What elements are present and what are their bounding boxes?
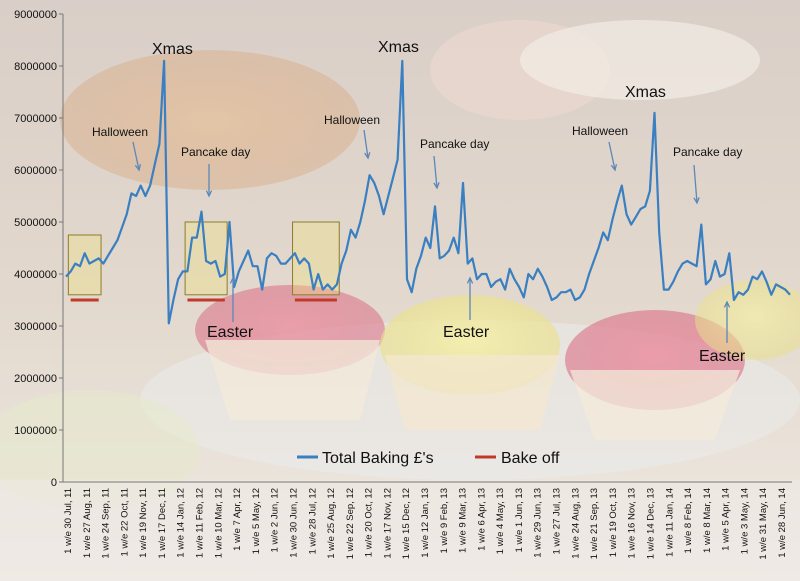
- annotation-arrowhead: [433, 182, 440, 190]
- x-tick-label: 1 w/e 24 Aug, 13: [570, 488, 581, 559]
- x-tick-label: 1 w/e 30 Jul, 11: [63, 488, 74, 554]
- x-tick-label: 1 w/e 30 Jun, 12: [288, 488, 299, 558]
- annotation-arrowhead: [205, 190, 213, 198]
- x-axis: 1 w/e 30 Jul, 11 1 w/e 27 Aug, 11 1 w/e 24…: [63, 481, 792, 560]
- legend-label-bake-off: Bake off: [501, 450, 560, 467]
- annotation-label: Easter: [699, 348, 746, 365]
- x-tick-label: 1 w/e 4 May, 13: [495, 488, 506, 554]
- x-tick-label: 1 w/e 17 Dec, 11: [157, 488, 168, 559]
- y-tick-label: 7000000: [14, 113, 57, 125]
- annotation-arrowhead: [723, 300, 731, 308]
- x-tick-label: 1 w/e 11 Jan, 14: [664, 488, 675, 557]
- y-tick-label: 4000000: [14, 269, 57, 281]
- x-tick-label: 1 w/e 14 Dec, 13: [645, 488, 656, 559]
- legend: Total Baking £'s Bake off: [297, 450, 560, 467]
- annotation-label: Pancake day: [420, 137, 489, 151]
- annotation-arrowhead: [364, 152, 371, 160]
- x-tick-label: 1 w/e 29 Jun, 13: [533, 488, 544, 558]
- annotation-label: Halloween: [572, 124, 628, 138]
- x-tick-label: 1 w/e 16 Nov, 13: [627, 488, 638, 559]
- x-tick-label: 1 w/e 12 Jan, 13: [420, 488, 431, 558]
- x-tick-label: 1 w/e 5 May, 12: [251, 488, 262, 554]
- highlight-boxes: [67, 221, 340, 296]
- annotation-arrowhead: [134, 164, 142, 172]
- y-tick-label: 3000000: [14, 321, 57, 333]
- x-tick-label: 1 w/e 17 Nov, 12: [382, 488, 393, 559]
- y-tick-label: 2000000: [14, 373, 57, 385]
- total-baking-line: [65, 59, 791, 325]
- x-tick-label: 1 w/e 27 Aug, 11: [82, 488, 93, 558]
- y-tick-label: 5000000: [14, 217, 57, 229]
- annotations: Xmas Halloween Pancake day Easter Xmas Hallow…: [92, 39, 746, 365]
- x-tick-label: 1 w/e 10 Mar, 12: [213, 488, 224, 558]
- annotation-arrow: [608, 141, 616, 171]
- x-tick-label: 1 w/e 20 Oct, 12: [364, 488, 375, 557]
- x-tick-label: 1 w/e 24 Sep, 11: [101, 488, 112, 559]
- annotation-arrowhead: [229, 276, 237, 284]
- annotation-arrow: [363, 129, 369, 159]
- annotation-arrowhead: [466, 276, 474, 284]
- legend-label-total-baking: Total Baking £'s: [322, 450, 434, 467]
- x-tick-label: 1 w/e 19 Oct, 13: [608, 488, 619, 557]
- annotation-label: Xmas: [378, 39, 419, 56]
- x-tick-label: 1 w/e 11 Feb, 12: [195, 488, 206, 558]
- annotation-label: Xmas: [625, 84, 666, 101]
- x-tick-label: 1 w/e 25 Aug, 12: [326, 488, 337, 559]
- y-tick-label: 0: [51, 477, 57, 489]
- annotation-label: Halloween: [92, 125, 148, 139]
- x-tick-label: 1 w/e 2 Jun, 12: [270, 488, 281, 552]
- x-tick-label: 1 w/e 14 Jan, 12: [176, 488, 187, 558]
- x-tick-label: 1 w/e 1 Jun, 13: [514, 488, 525, 552]
- y-tick-label: 8000000: [14, 61, 57, 73]
- x-tick-label: 1 w/e 9 Mar, 13: [458, 488, 469, 553]
- x-tick-label: 1 w/e 6 Apr, 13: [476, 488, 487, 551]
- annotation-arrowhead: [610, 164, 618, 172]
- annotation-arrow: [132, 141, 140, 171]
- x-tick-label: 1 w/e 3 May, 14: [739, 488, 750, 554]
- annotation-label: Easter: [207, 324, 254, 341]
- y-tick-label: 9000000: [14, 9, 57, 21]
- x-tick-label: 1 w/e 19 Nov, 11: [138, 488, 149, 558]
- total-baking-series: [65, 59, 791, 325]
- y-axis: 0 1000000 2000000 3000000 4000000 5000000 6000…: [14, 9, 64, 489]
- annotation-label: Pancake day: [181, 145, 250, 159]
- x-tick-label: 1 w/e 22 Oct, 11: [119, 488, 130, 556]
- annotation-arrow: [433, 155, 438, 189]
- x-tick-label: 1 w/e 31 May, 14: [758, 488, 769, 560]
- annotation-arrow: [693, 164, 698, 204]
- x-tick-label: 1 w/e 9 Feb, 13: [439, 488, 450, 553]
- x-tick-label: 1 w/e 15 Dec, 12: [401, 488, 412, 559]
- x-tick-label: 1 w/e 21 Sep, 13: [589, 488, 600, 559]
- x-tick-label: 1 w/e 28 Jun, 14: [777, 488, 788, 558]
- x-tick-label: 1 w/e 28 Jul, 12: [307, 488, 318, 555]
- x-tick-label: 1 w/e 8 Feb, 14: [683, 488, 694, 553]
- highlight-box: [67, 234, 102, 296]
- annotation-label: Pancake day: [673, 145, 742, 159]
- annotation-label: Halloween: [324, 113, 380, 127]
- y-tick-label: 6000000: [14, 165, 57, 177]
- annotation-arrowhead: [693, 197, 700, 205]
- y-tick-label: 1000000: [14, 425, 57, 437]
- x-tick-label: 1 w/e 5 Apr, 14: [721, 488, 732, 551]
- x-tick-label: 1 w/e 27 Jul, 13: [552, 488, 563, 555]
- annotation-label: Easter: [443, 324, 490, 341]
- x-tick-label: 1 w/e 22 Sep, 12: [345, 488, 356, 559]
- x-tick-label: 1 w/e 8 Mar, 14: [702, 488, 713, 553]
- x-tick-label: 1 w/e 7 Apr, 12: [232, 488, 243, 551]
- annotation-label: Xmas: [152, 41, 193, 58]
